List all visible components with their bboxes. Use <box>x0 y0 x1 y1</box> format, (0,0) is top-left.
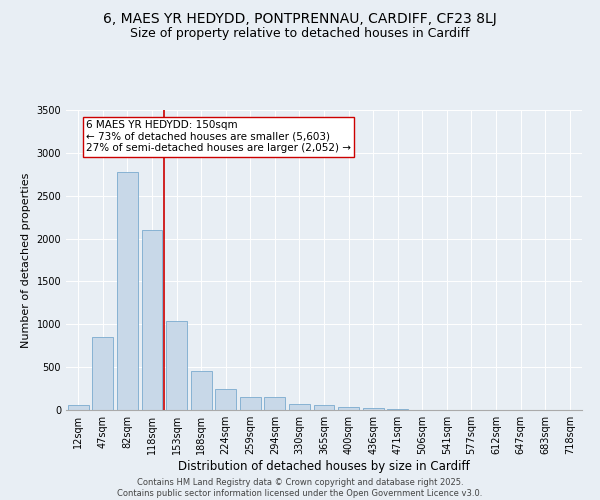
X-axis label: Distribution of detached houses by size in Cardiff: Distribution of detached houses by size … <box>178 460 470 473</box>
Bar <box>240 396 261 410</box>
Bar <box>166 321 187 410</box>
Text: Contains HM Land Registry data © Crown copyright and database right 2025.
Contai: Contains HM Land Registry data © Crown c… <box>118 478 482 498</box>
Bar <box>191 370 212 410</box>
Bar <box>362 408 383 410</box>
Bar <box>68 405 89 410</box>
Text: 6, MAES YR HEDYDD, PONTPRENNAU, CARDIFF, CF23 8LJ: 6, MAES YR HEDYDD, PONTPRENNAU, CARDIFF,… <box>103 12 497 26</box>
Bar <box>215 388 236 410</box>
Text: 6 MAES YR HEDYDD: 150sqm
← 73% of detached houses are smaller (5,603)
27% of sem: 6 MAES YR HEDYDD: 150sqm ← 73% of detach… <box>86 120 350 154</box>
Bar <box>92 337 113 410</box>
Bar <box>314 405 334 410</box>
Text: Size of property relative to detached houses in Cardiff: Size of property relative to detached ho… <box>130 28 470 40</box>
Y-axis label: Number of detached properties: Number of detached properties <box>21 172 31 348</box>
Bar <box>265 396 286 410</box>
Bar <box>289 404 310 410</box>
Bar <box>117 172 138 410</box>
Bar <box>142 230 163 410</box>
Bar <box>387 408 408 410</box>
Bar <box>338 406 359 410</box>
